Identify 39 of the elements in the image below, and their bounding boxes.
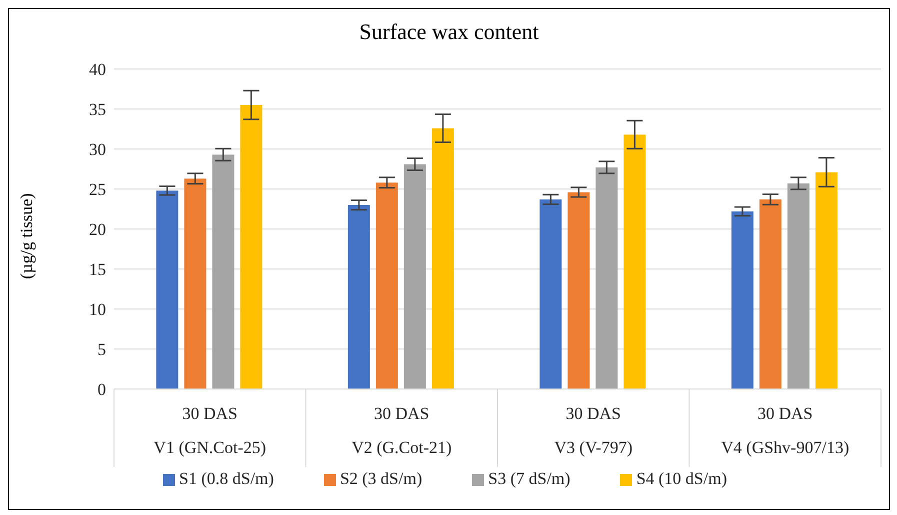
y-tick-label: 40 bbox=[89, 60, 106, 80]
x-tick-label: V1 (GN.Cot-25) bbox=[154, 438, 266, 457]
x-tick-label: V4 (GShv-907/13) bbox=[721, 438, 850, 457]
legend-label: S4 (10 dS/m) bbox=[636, 469, 727, 488]
bar bbox=[348, 205, 370, 389]
bar bbox=[596, 167, 618, 389]
bar bbox=[624, 134, 646, 389]
text: 30 DAS bbox=[374, 404, 430, 423]
bar bbox=[404, 164, 426, 389]
y-tick-label: 20 bbox=[89, 220, 106, 240]
bar bbox=[156, 190, 178, 389]
x-tick-label: V3 (V-797) bbox=[554, 438, 632, 457]
bar bbox=[568, 192, 590, 389]
bar bbox=[432, 128, 454, 389]
text: 30 DAS bbox=[757, 404, 813, 423]
bar bbox=[815, 172, 838, 389]
text: 30 DAS bbox=[182, 404, 238, 423]
bar bbox=[759, 199, 782, 389]
bar bbox=[787, 183, 810, 389]
bar bbox=[376, 182, 398, 389]
y-tick-label: 15 bbox=[89, 260, 106, 280]
y-tick-label: 5 bbox=[98, 340, 106, 360]
y-tick-label: 30 bbox=[89, 140, 106, 160]
chart-title: Surface wax content bbox=[358, 19, 540, 45]
y-tick-label: 10 bbox=[89, 300, 106, 320]
bar bbox=[212, 154, 234, 389]
y-tick-label: 25 bbox=[89, 180, 106, 200]
bar bbox=[240, 105, 262, 389]
x-tick-label: V2 (G.Cot-21) bbox=[352, 438, 452, 457]
bar bbox=[540, 199, 562, 389]
legend-label: S1 (0.8 dS/m) bbox=[179, 469, 274, 488]
bar bbox=[184, 178, 206, 389]
bar bbox=[731, 211, 754, 389]
y-tick-label: 0 bbox=[98, 380, 106, 400]
y-axis-title: (µg/g tissue) bbox=[17, 193, 36, 279]
legend-label: S2 (3 dS/m) bbox=[340, 469, 422, 488]
y-tick-label: 35 bbox=[89, 100, 106, 120]
legend-label: S3 (7 dS/m) bbox=[488, 469, 570, 488]
text: 30 DAS bbox=[566, 404, 622, 423]
